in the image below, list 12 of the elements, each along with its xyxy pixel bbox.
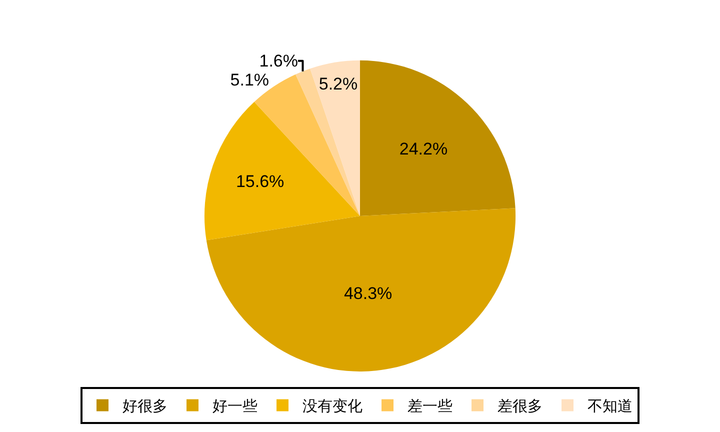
data-label: 5.1% — [230, 70, 270, 90]
data-label: 15.6% — [236, 172, 284, 191]
legend-label: 差一些 — [408, 397, 452, 416]
legend-label: 没有变化 — [302, 397, 362, 416]
data-label: 1.6% — [259, 51, 298, 70]
legend-label: 好一些 — [212, 397, 258, 416]
data-label: 24.2% — [399, 140, 448, 159]
data-label: 48.3% — [344, 284, 392, 303]
legend-label: 差很多 — [498, 397, 542, 416]
legend-label: 好很多 — [122, 397, 168, 416]
legend-label: 不知道 — [588, 397, 632, 416]
data-label: 5.2% — [318, 74, 358, 94]
